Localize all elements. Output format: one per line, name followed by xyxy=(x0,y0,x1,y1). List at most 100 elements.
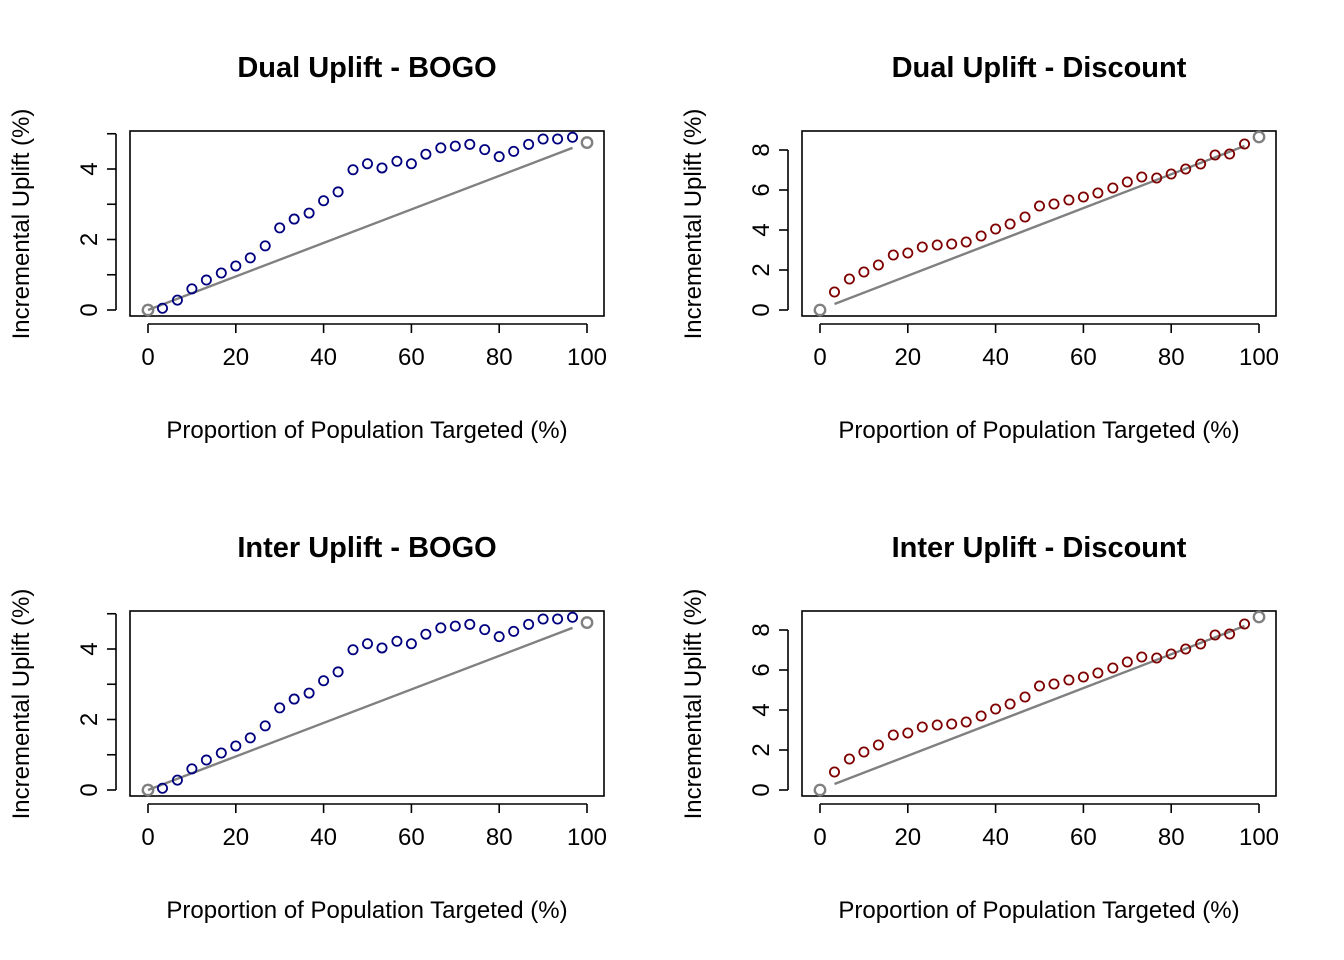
x-tick-label: 60 xyxy=(398,824,425,851)
data-point xyxy=(508,145,520,157)
y-tick-label: 4 xyxy=(76,642,103,655)
data-point xyxy=(376,162,388,174)
x-tick-label: 100 xyxy=(567,824,607,851)
y-tick-label: 6 xyxy=(748,663,775,676)
data-point xyxy=(946,238,958,250)
data-point xyxy=(318,195,330,207)
x-tick-label: 100 xyxy=(1239,344,1279,371)
data-point xyxy=(259,720,271,732)
data-point xyxy=(1195,158,1207,170)
x-axis-label: Proportion of Population Targeted (%) xyxy=(166,897,567,924)
data-point xyxy=(1107,662,1119,674)
data-point xyxy=(1092,187,1104,199)
plot-frame xyxy=(129,610,605,797)
x-axis: 0 20 40 60 80 100 xyxy=(141,803,607,851)
data-point xyxy=(288,213,300,225)
panel-dual-uplift-bogo: Dual Uplift - BOGO Proportion of Populat… xyxy=(8,52,607,444)
data-point xyxy=(1224,148,1236,160)
data-point xyxy=(449,140,461,152)
y-tick-label: 0 xyxy=(748,783,775,796)
chart-title: Inter Uplift - Discount xyxy=(892,532,1187,564)
data-point xyxy=(259,240,271,252)
data-point xyxy=(1034,680,1046,692)
data-point xyxy=(902,247,914,259)
data-point xyxy=(1136,651,1148,663)
data-point xyxy=(361,158,373,170)
data-point xyxy=(1107,182,1119,194)
data-point xyxy=(1019,691,1031,703)
data-point xyxy=(186,763,198,775)
data-point xyxy=(1180,643,1192,655)
data-point xyxy=(479,144,491,156)
x-axis-label: Proportion of Population Targeted (%) xyxy=(838,417,1239,444)
data-point xyxy=(552,133,564,145)
data-point xyxy=(303,207,315,219)
data-point xyxy=(843,753,855,765)
data-point xyxy=(960,236,972,248)
data-point xyxy=(171,774,183,786)
data-point xyxy=(1151,172,1163,184)
data-point xyxy=(1121,176,1133,188)
chart-title: Dual Uplift - Discount xyxy=(892,52,1187,84)
chart-title: Inter Uplift - BOGO xyxy=(237,532,496,564)
data-point xyxy=(1121,656,1133,668)
data-point xyxy=(435,622,447,634)
y-axis: 0 2 4 6 8 xyxy=(748,623,789,797)
data-point xyxy=(464,138,476,150)
y-tick-label: 0 xyxy=(76,303,103,316)
data-point xyxy=(508,625,520,637)
data-point xyxy=(391,635,403,647)
x-axis: 0 20 40 60 80 100 xyxy=(813,323,1279,371)
data-point xyxy=(1224,628,1236,640)
data-point xyxy=(872,739,884,751)
x-tick-label: 80 xyxy=(1158,824,1185,851)
data-point xyxy=(1165,648,1177,660)
endpoint-point xyxy=(580,616,594,629)
endpoint-point xyxy=(813,303,827,317)
y-tick-label: 2 xyxy=(748,263,775,276)
data-point xyxy=(990,703,1002,715)
x-tick-label: 60 xyxy=(1070,344,1097,371)
y-tick-label: 2 xyxy=(76,233,103,246)
panel-dual-uplift-discount: Dual Uplift - Discount Proportion of Pop… xyxy=(680,52,1279,444)
x-tick-label: 0 xyxy=(141,824,154,851)
endpoint-point xyxy=(141,303,155,317)
reference-line xyxy=(147,146,573,312)
data-point xyxy=(332,666,344,678)
data-point xyxy=(200,754,212,766)
data-point xyxy=(1180,163,1192,175)
data-point xyxy=(303,687,315,699)
chart-title: Dual Uplift - BOGO xyxy=(237,52,496,84)
data-point xyxy=(828,766,840,778)
x-tick-label: 100 xyxy=(1239,824,1279,851)
y-axis-label: Incremental Uplift (%) xyxy=(8,589,35,820)
endpoint-point xyxy=(813,783,827,797)
data-point xyxy=(1048,678,1060,690)
y-axis-label: Incremental Uplift (%) xyxy=(680,589,707,820)
data-point xyxy=(523,618,535,630)
y-tick-label: 4 xyxy=(748,703,775,716)
data-point xyxy=(449,620,461,632)
data-point xyxy=(567,611,579,623)
data-point xyxy=(1092,667,1104,679)
endpoint-point xyxy=(580,136,594,149)
data-point xyxy=(872,259,884,271)
data-point xyxy=(960,716,972,728)
data-point xyxy=(1239,138,1251,150)
data-point xyxy=(1239,618,1251,630)
data-marks xyxy=(141,611,594,797)
data-point xyxy=(916,721,928,733)
data-point xyxy=(493,631,505,643)
data-point xyxy=(523,138,535,150)
data-point xyxy=(244,732,256,744)
data-point xyxy=(1077,671,1089,683)
data-point xyxy=(332,186,344,198)
data-point xyxy=(946,718,958,730)
data-point xyxy=(347,644,359,656)
x-tick-label: 100 xyxy=(567,344,607,371)
x-axis-label: Proportion of Population Targeted (%) xyxy=(838,897,1239,924)
x-tick-label: 0 xyxy=(813,824,826,851)
x-tick-label: 40 xyxy=(310,344,337,371)
endpoint-point xyxy=(1252,610,1266,624)
